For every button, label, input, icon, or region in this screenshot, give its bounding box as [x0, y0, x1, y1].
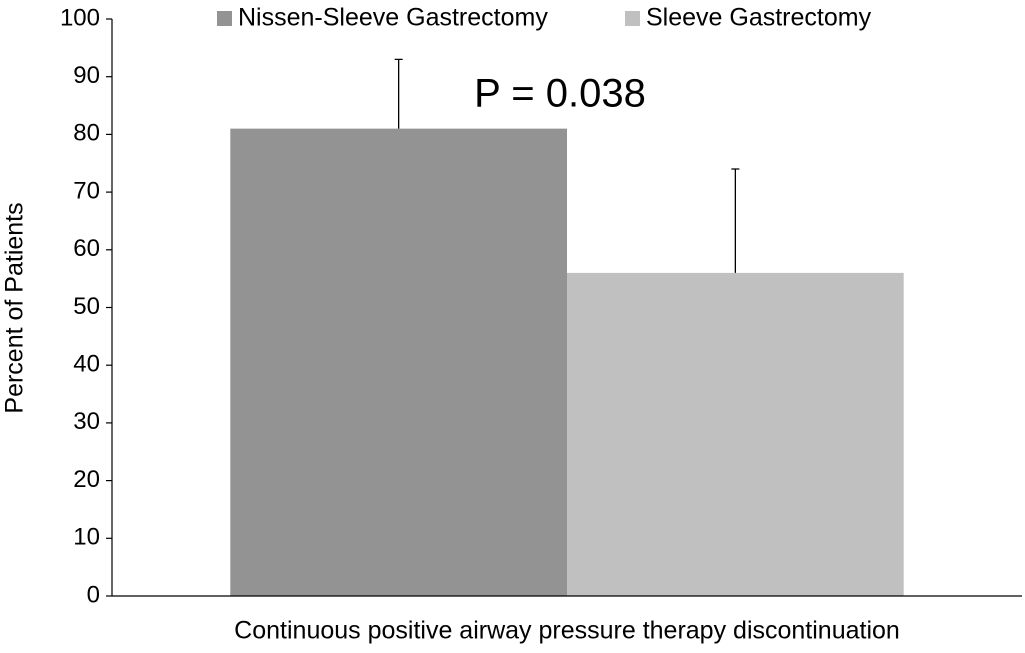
legend-swatch: [625, 11, 640, 26]
y-tick-label: 60: [73, 235, 100, 262]
legend-swatch: [217, 11, 232, 26]
bar: [567, 272, 904, 596]
y-axis-label: Percent of Patients: [1, 202, 29, 413]
y-tick-label: 90: [73, 62, 100, 89]
error-bar: [394, 58, 403, 129]
legend-label: Sleeve Gastrectomy: [646, 4, 872, 32]
annotation: P = 0.038: [474, 72, 646, 116]
x-tick-label: Continuous positive airway pressure ther…: [234, 617, 900, 645]
y-tick-label: 70: [73, 177, 100, 204]
y-tick-label: 10: [73, 524, 100, 551]
y-tick-label: 80: [73, 120, 100, 147]
y-tick-label: 20: [73, 466, 100, 493]
y-tick-label: 0: [87, 581, 100, 608]
y-tick-label: 40: [73, 351, 100, 378]
bar: [230, 128, 568, 596]
y-tick-label: 100: [60, 4, 100, 31]
legend-label: Nissen-Sleeve Gastrectomy: [238, 4, 548, 32]
y-tick-label: 30: [73, 408, 100, 435]
y-tick-label: 50: [73, 293, 100, 320]
error-bar: [731, 168, 740, 273]
